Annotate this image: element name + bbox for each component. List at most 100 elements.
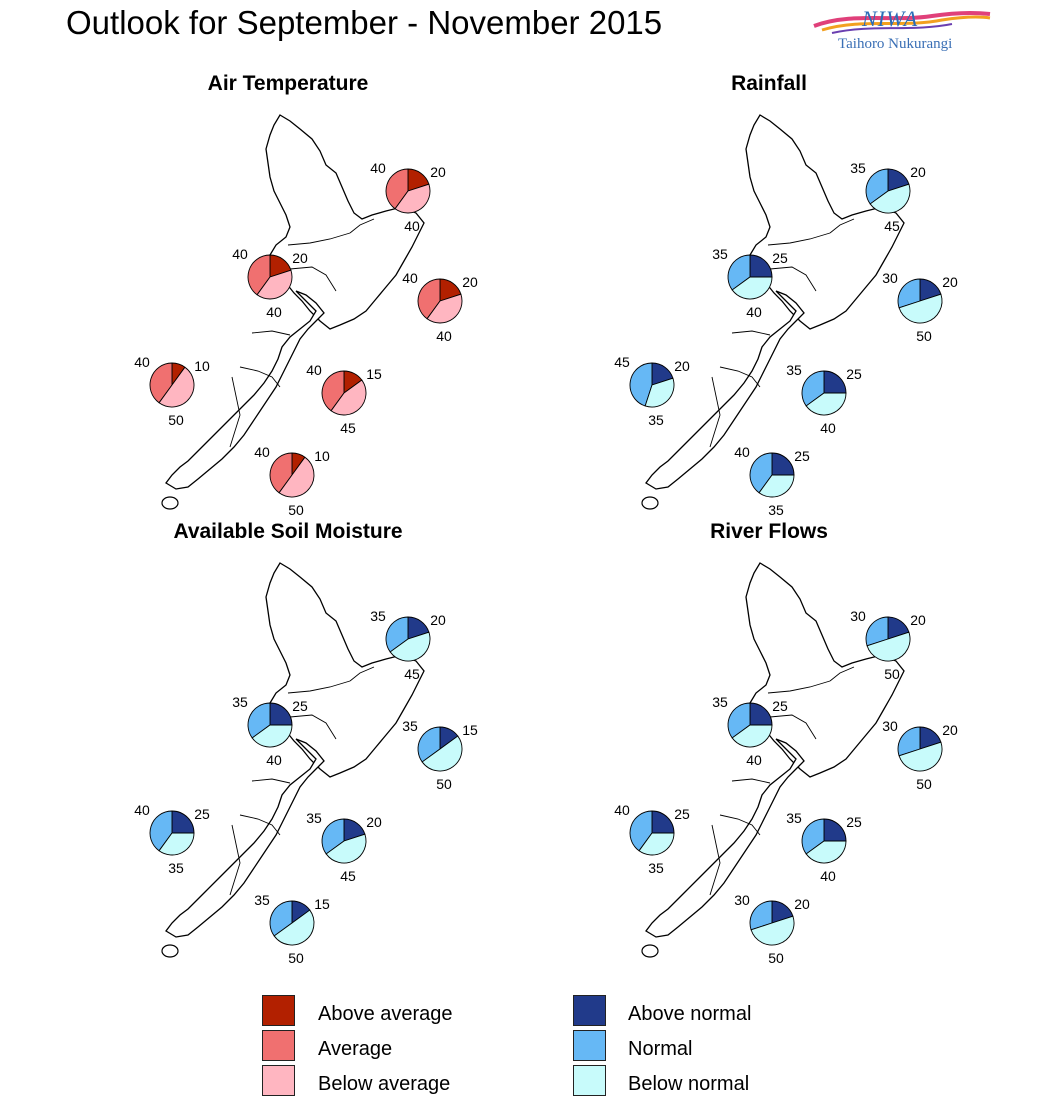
pie-label-normal: 30: [882, 270, 898, 286]
legend-swatch-above-normal: [573, 995, 606, 1026]
pie-slice-below: [731, 724, 773, 748]
pie-slice-normal: [629, 810, 653, 852]
pie-label-above: 20: [674, 358, 690, 374]
pie-slice-normal: [629, 362, 653, 407]
pie-east-south-island: 20 30 50: [734, 892, 810, 966]
region-border: [349, 218, 375, 234]
pie-northland: 20 40 40: [370, 160, 446, 234]
pie-label-above: 20: [462, 274, 478, 290]
pie-slice-normal: [321, 818, 345, 855]
pie-slice-below: [750, 915, 795, 946]
region-border: [769, 266, 817, 292]
pie-label-normal: 40: [134, 354, 150, 370]
pie-east-south-island: 25 40 35: [734, 444, 810, 518]
pie-label-below: 50: [884, 666, 900, 682]
pie-west-north-island: 20 40 40: [232, 246, 308, 320]
pie-label-normal: 40: [614, 802, 630, 818]
stewart-island-outline: [161, 944, 179, 958]
pie-slice-above: [823, 818, 847, 842]
pie-slice-above: [749, 702, 773, 726]
pie-east-south-island: 10 40 50: [254, 444, 330, 518]
pie-slice-above: [771, 452, 795, 476]
pie-label-below: 40: [820, 420, 836, 436]
pie-label-below: 50: [916, 776, 932, 792]
pie-slice-normal: [321, 370, 345, 412]
pie-slice-below: [273, 909, 315, 946]
pie-slice-above: [651, 810, 675, 834]
pie-label-normal: 40: [402, 270, 418, 286]
south-island-outline: [645, 738, 805, 938]
pie-slice-below: [421, 735, 463, 772]
pie-slice-below: [644, 377, 675, 408]
pie-slice-normal: [897, 278, 921, 309]
pie-label-below: 50: [768, 950, 784, 966]
pie-label-above: 20: [942, 722, 958, 738]
pie-slice-below: [278, 456, 315, 498]
region-border: [829, 218, 855, 234]
logo-subtitle: Taihoro Nukurangi: [838, 36, 953, 52]
pie-label-below: 40: [404, 218, 420, 234]
pie-northland: 20 30 50: [850, 608, 926, 682]
legend-swatch-below-normal: [573, 1065, 606, 1096]
pie-slice-below: [805, 392, 847, 416]
pie-slice-below: [758, 474, 795, 498]
south-island-outline: [165, 738, 325, 938]
pie-label-above: 20: [942, 274, 958, 290]
pie-label-above: 15: [366, 366, 382, 382]
pie-label-below: 50: [288, 950, 304, 966]
pie-slice-normal: [801, 370, 825, 407]
pie-slice-above: [749, 254, 773, 278]
pie-north-south-island: 25 35 40: [786, 810, 862, 884]
pie-slice-below: [256, 269, 293, 300]
pie-slice-normal: [149, 810, 173, 852]
pie-west-south-island: 25 40 35: [134, 802, 210, 876]
region-border: [229, 376, 241, 448]
region-border: [767, 680, 831, 694]
pie-slice-normal: [417, 278, 441, 320]
legend-swatch-average: [262, 1030, 295, 1061]
pie-slice-below: [325, 833, 367, 864]
pie-label-below: 45: [404, 666, 420, 682]
panel-title-air-temperature: Air Temperature: [207, 72, 369, 95]
pie-label-normal: 30: [850, 608, 866, 624]
pie-west-south-island: 25 40 35: [614, 802, 690, 876]
pie-label-above: 25: [794, 448, 810, 464]
pie-slice-above: [269, 702, 293, 726]
pie-label-above: 15: [314, 896, 330, 912]
region-border: [719, 366, 761, 388]
region-border: [719, 814, 761, 836]
pie-slice-below: [898, 741, 943, 772]
pie-label-below: 40: [266, 304, 282, 320]
pie-slice-above: [171, 810, 195, 834]
pie-slice-below: [158, 832, 195, 856]
nz-map-1: 20 35 45 25 35 40 20 30 50 25 35 40 20 45 35 25 40 35: [614, 114, 958, 518]
nz-map-3: 20 30 50 25 35 40 20 30 50 25 35 40 25 40 35 20 30 50: [614, 562, 958, 966]
pie-label-normal: 40: [370, 160, 386, 176]
pie-slice-below: [866, 631, 911, 662]
legend-label-below-average: Below average: [318, 1073, 451, 1095]
pie-label-normal: 40: [232, 246, 248, 262]
pie-label-normal: 35: [786, 362, 802, 378]
pie-northland: 20 35 45: [850, 160, 926, 234]
pie-slice-below: [251, 724, 293, 748]
north-island-outline: [745, 114, 905, 330]
nz-map-2: 20 35 45 25 35 40 15 35 50 20 35 45 25 40 35 15 35 50: [134, 562, 478, 966]
pie-west-north-island: 25 35 40: [712, 246, 788, 320]
pie-slice-below: [394, 183, 431, 214]
region-border: [289, 714, 337, 740]
pie-label-above: 20: [366, 814, 382, 830]
panel-title-soil-moisture: Available Soil Moisture: [173, 520, 403, 543]
region-border: [709, 376, 721, 448]
pie-label-above: 20: [430, 612, 446, 628]
pie-label-below: 45: [340, 868, 356, 884]
pie-label-normal: 35: [232, 694, 248, 710]
pie-label-below: 50: [916, 328, 932, 344]
pie-label-below: 50: [436, 776, 452, 792]
panel-title-rainfall: Rainfall: [731, 72, 807, 95]
pie-west-north-island: 25 35 40: [712, 694, 788, 768]
pie-label-below: 50: [288, 502, 304, 518]
pie-label-normal: 35: [712, 694, 728, 710]
pie-label-below: 45: [884, 218, 900, 234]
outlook-maps: 20 40 40 20 40 40 20 40 40 15 40 45 10 40 50 10 40 50 20 35…: [134, 114, 958, 966]
pie-slice-normal: [385, 616, 409, 653]
